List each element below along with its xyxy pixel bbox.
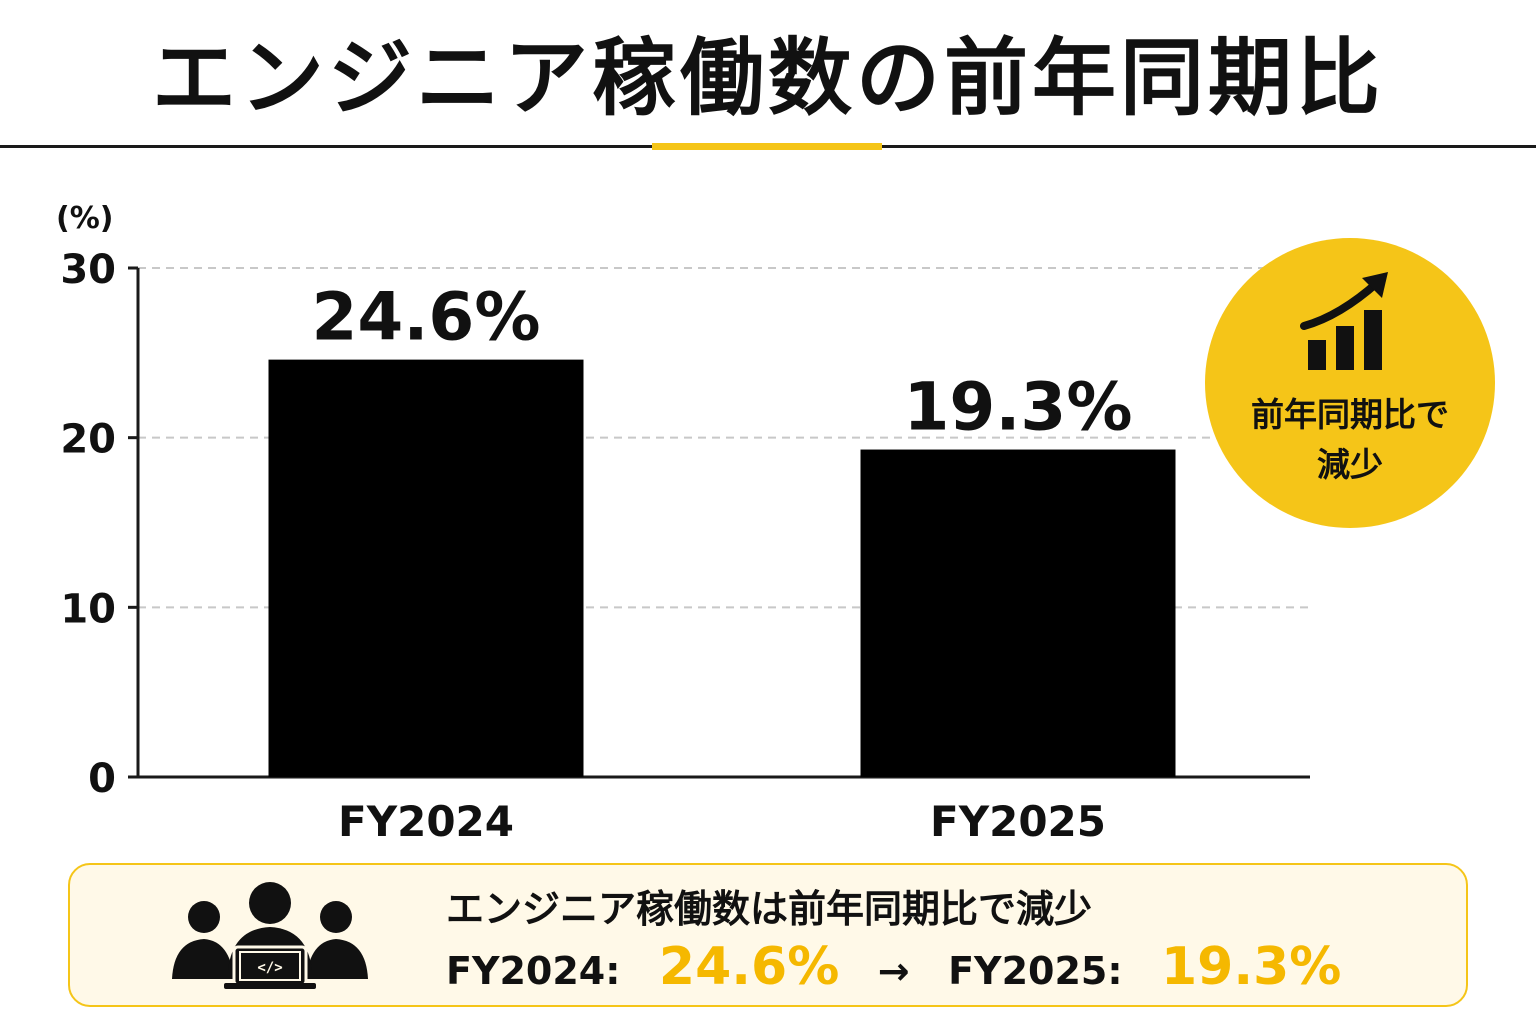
summary-comparison: FY2024: 24.6% → FY2025: 19.3% [446,937,1341,1001]
y-axis-unit-label: (%) [56,201,113,236]
x-category-label: FY2024 [338,797,514,846]
y-tick-label: 20 [60,417,116,463]
bar-chart: (%) 0 10 20 30 24.6% FY2024 19.3% FY2025 [56,201,1310,846]
title-divider-accent [652,143,882,150]
badge-line-1: 前年同期比で [1251,395,1449,434]
decrease-badge: 前年同期比で 減少 [1205,238,1495,528]
y-tick-label: 0 [88,756,116,802]
bar-value-label: 24.6% [312,279,541,356]
summary-headline: エンジニア稼働数は前年同期比で減少 [446,887,1093,931]
bar [860,449,1176,777]
summary-box: </> エンジニア稼働数は前年同期比で減少 FY2024: 24.6% → FY… [68,863,1468,1007]
page-title: エンジニア稼働数の前年同期比 [151,29,1384,127]
growth-chart-icon [1300,272,1388,370]
summary-from-value: 24.6% [658,937,840,997]
summary-arrow: → [877,949,910,993]
bar [268,359,584,777]
badge-line-2: 減少 [1317,445,1383,484]
x-category-label: FY2025 [930,797,1106,846]
bar-value-label: 19.3% [904,369,1133,446]
summary-to-value: 19.3% [1161,937,1342,997]
summary-to-label: FY2025: [948,949,1123,993]
engineer-team-icon: </> [172,882,368,989]
y-tick-label: 10 [60,586,116,632]
summary-from-label: FY2024: [446,949,621,993]
svg-text:</>: </> [257,960,282,976]
y-tick-label: 30 [60,247,116,293]
